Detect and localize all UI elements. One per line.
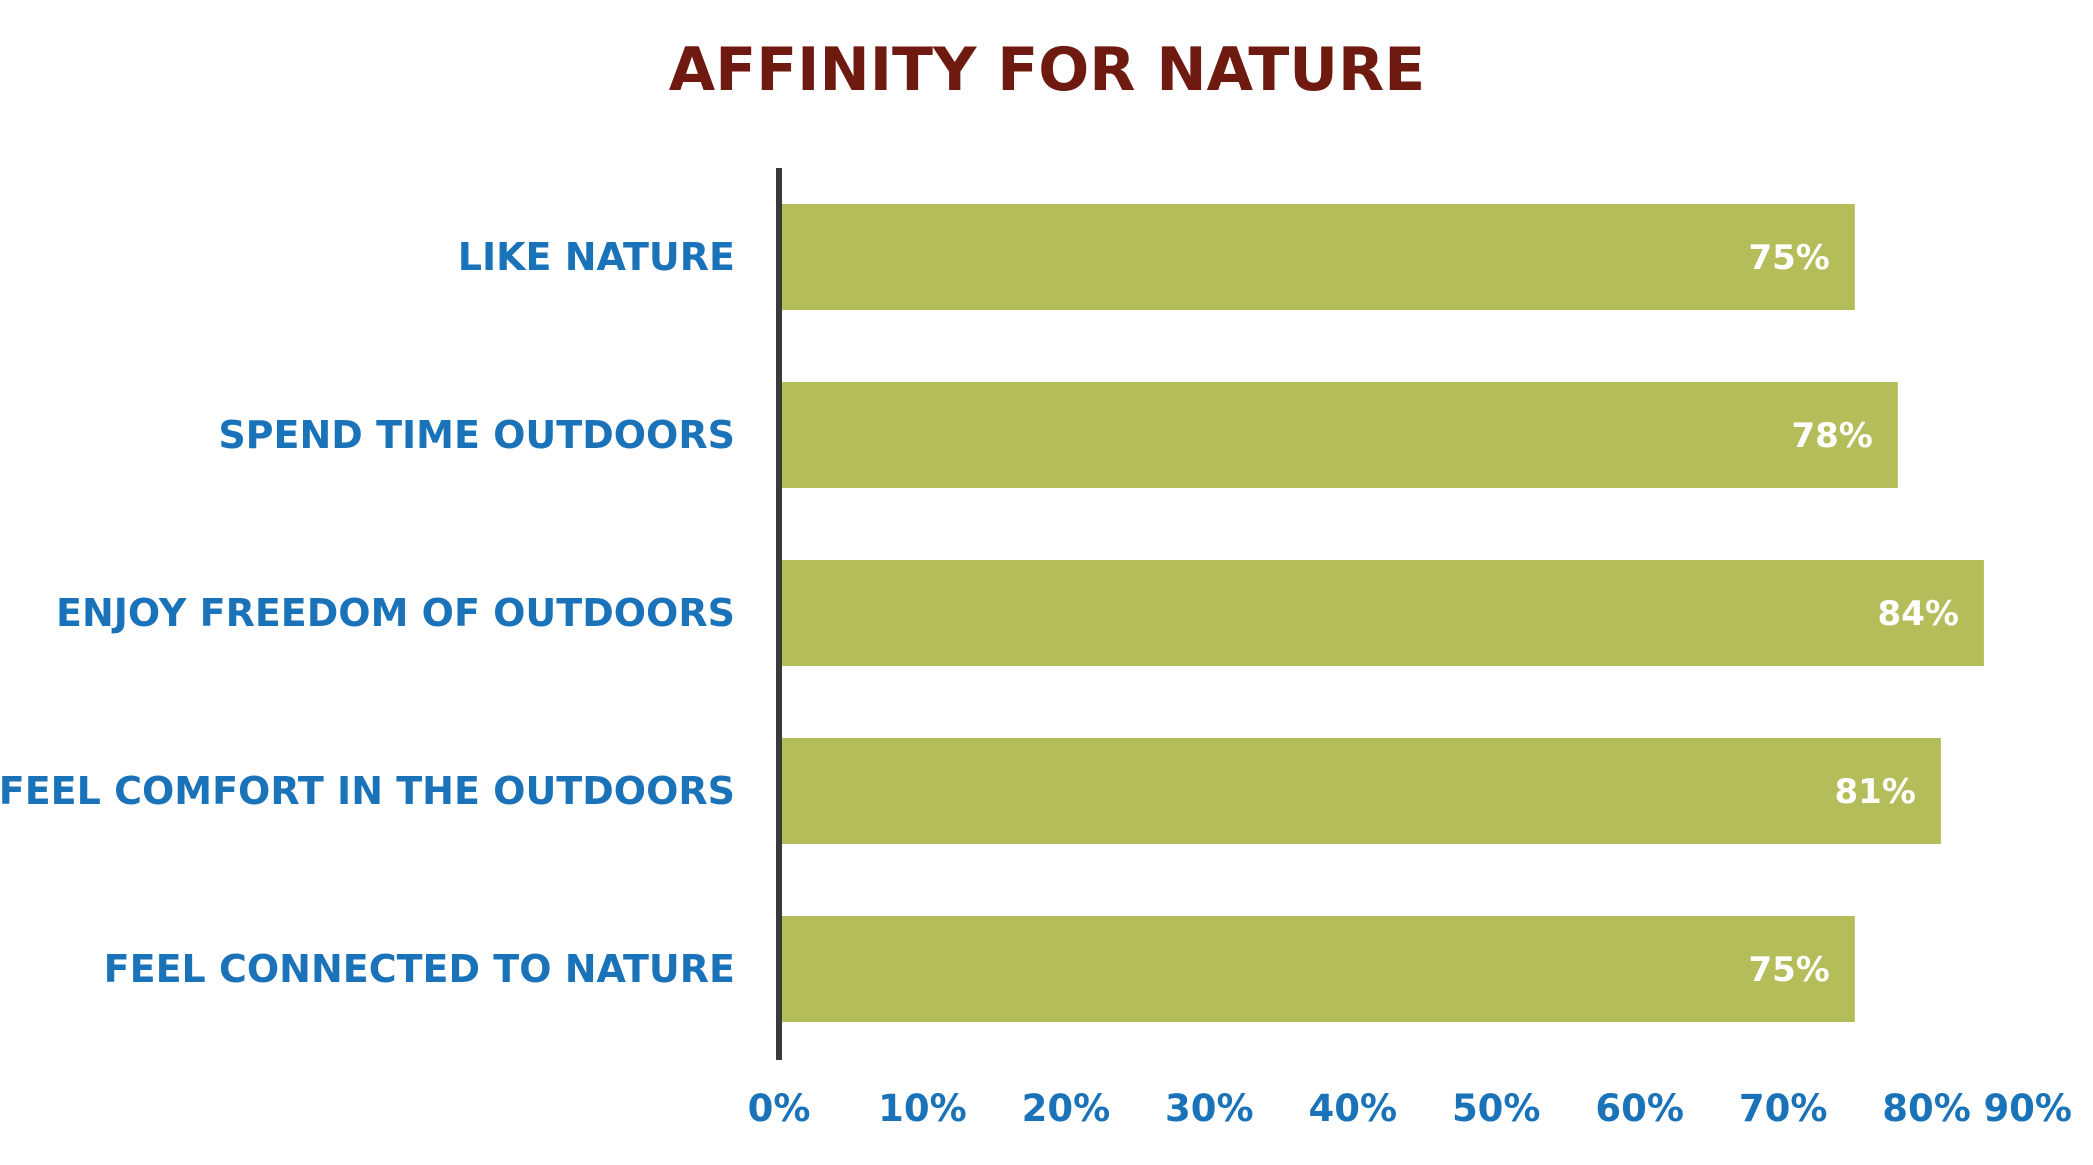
data-label: 75% <box>1748 950 1829 990</box>
value-labels: 75% 78% 84% 81% 75% <box>1748 238 1958 990</box>
bar <box>779 204 1855 310</box>
bar <box>779 560 1984 666</box>
category-label: ENJOY FREEDOM OF OUTDOORS <box>56 591 735 635</box>
x-tick-label: 0% <box>748 1087 811 1130</box>
category-label: FEEL COMFORT IN THE OUTDOORS <box>0 769 735 813</box>
x-tick-label: 20% <box>1022 1087 1111 1130</box>
bar <box>779 916 1855 1022</box>
x-tick-label: 60% <box>1595 1087 1684 1130</box>
x-tick-labels: 0% 10% 20% 30% 40% 50% 60% 70% 80% 90% <box>748 1087 2072 1130</box>
category-label: LIKE NATURE <box>458 235 735 279</box>
x-tick-label: 90% <box>1983 1087 2072 1130</box>
data-label: 75% <box>1748 238 1829 278</box>
bar <box>779 738 1941 844</box>
bar <box>779 382 1898 488</box>
x-tick-label: 40% <box>1308 1087 1397 1130</box>
x-tick-label: 80% <box>1882 1087 1971 1130</box>
data-label: 84% <box>1878 594 1959 634</box>
chart-title: AFFINITY FOR NATURE <box>669 35 1425 105</box>
data-label: 81% <box>1835 772 1916 812</box>
data-label: 78% <box>1791 416 1872 456</box>
x-tick-label: 70% <box>1739 1087 1828 1130</box>
category-label: FEEL CONNECTED TO NATURE <box>104 947 735 991</box>
x-tick-label: 30% <box>1165 1087 1254 1130</box>
category-label: SPEND TIME OUTDOORS <box>218 413 735 457</box>
x-tick-label: 10% <box>878 1087 967 1130</box>
x-tick-label: 50% <box>1452 1087 1541 1130</box>
bars-group <box>779 204 1984 1022</box>
category-labels: LIKE NATURE SPEND TIME OUTDOORS ENJOY FREE… <box>0 235 735 991</box>
